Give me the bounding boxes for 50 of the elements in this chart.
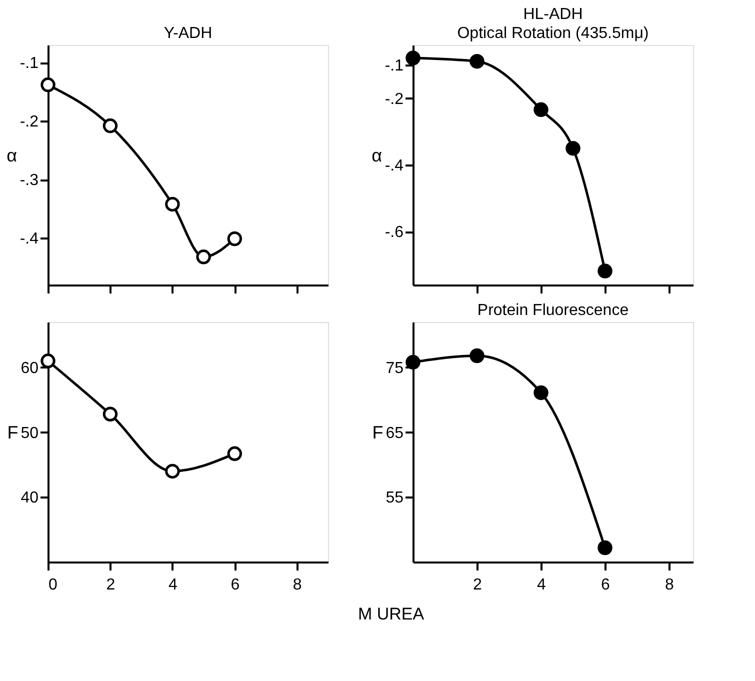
y-tick-label: 40 bbox=[20, 490, 39, 507]
point bbox=[534, 102, 548, 118]
chart-title: HL-ADH bbox=[523, 6, 583, 23]
point bbox=[566, 140, 580, 156]
y-tick-label: 50 bbox=[20, 424, 39, 442]
point bbox=[406, 354, 420, 370]
x-tick-label: 4 bbox=[168, 576, 178, 594]
point bbox=[227, 231, 242, 246]
y-tick-label: -.4 bbox=[20, 230, 39, 248]
y-axis-title: α bbox=[6, 146, 18, 166]
point bbox=[470, 348, 484, 364]
y-axis-title: F bbox=[372, 422, 384, 442]
point bbox=[534, 385, 548, 400]
y-tick-label: -.3 bbox=[20, 172, 39, 190]
y-tick-label: 75 bbox=[386, 360, 404, 377]
y-axis-title: α bbox=[372, 146, 382, 166]
x-tick-label: 4 bbox=[537, 576, 546, 594]
point bbox=[102, 406, 118, 422]
y-tick-label: 65 bbox=[386, 424, 404, 442]
point bbox=[165, 196, 180, 212]
x-tick-label: 2 bbox=[106, 576, 116, 594]
point bbox=[598, 540, 612, 556]
y-tick-label: -.2 bbox=[20, 114, 39, 131]
point bbox=[406, 50, 420, 66]
point bbox=[40, 354, 56, 368]
x-tick-label: 6 bbox=[230, 576, 240, 594]
y-tick-label: -.6 bbox=[384, 224, 404, 242]
x-tick-label: 6 bbox=[601, 576, 610, 594]
x-tick-label: 0 bbox=[48, 576, 58, 594]
chart-subtitle: Optical Rotation (435.5mμ) bbox=[457, 25, 649, 42]
point bbox=[102, 118, 118, 134]
point bbox=[40, 77, 56, 92]
y-tick-label: -.1 bbox=[20, 55, 39, 72]
point bbox=[598, 264, 612, 278]
y-tick-label: 60 bbox=[20, 360, 39, 377]
point bbox=[196, 250, 211, 264]
chart-title: Protein Fluorescence bbox=[477, 302, 629, 319]
y-tick-label: -.2 bbox=[384, 90, 404, 108]
y-axis-title: F bbox=[7, 422, 18, 442]
x-axis-title: M UREA bbox=[358, 604, 425, 624]
x-tick-label: 8 bbox=[665, 576, 674, 594]
x-tick-label: 2 bbox=[473, 576, 482, 594]
point bbox=[470, 54, 484, 69]
y-tick-label: -.4 bbox=[384, 158, 404, 174]
x-tick-label: 8 bbox=[292, 576, 302, 594]
point bbox=[165, 464, 180, 479]
y-tick-label: -.1 bbox=[384, 58, 404, 74]
y-tick-label: 55 bbox=[386, 490, 404, 507]
chart-title: Y-ADH bbox=[164, 25, 212, 42]
point bbox=[227, 446, 242, 462]
